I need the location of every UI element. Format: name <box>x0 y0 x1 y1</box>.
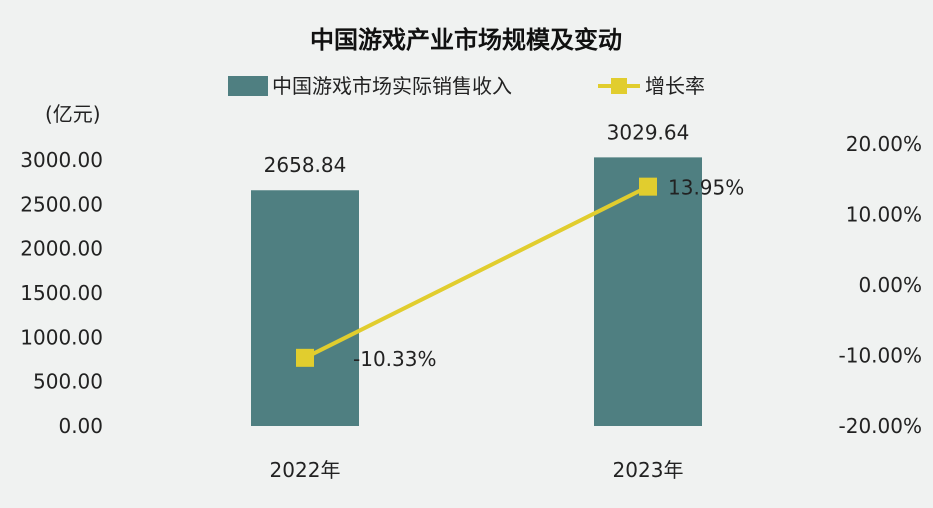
x-tick-label: 2022年 <box>270 458 341 482</box>
left-tick-label: 1000.00 <box>20 325 103 349</box>
right-tick-label: -20.00% <box>839 414 922 438</box>
right-tick-label: 20.00% <box>846 132 922 156</box>
left-tick-label: 3000.00 <box>20 148 103 172</box>
legend-line-label: 增长率 <box>645 74 705 98</box>
bar-data-label: 2658.84 <box>264 153 347 177</box>
bar <box>251 190 359 426</box>
left-tick-label: 2000.00 <box>20 237 103 261</box>
legend-bar-label: 中国游戏市场实际销售收入 <box>272 74 512 98</box>
right-tick-label: 0.00% <box>858 273 922 297</box>
x-tick-label: 2023年 <box>613 458 684 482</box>
growth-line <box>304 184 649 360</box>
left-tick-label: 2500.00 <box>20 192 103 216</box>
legend-bar-swatch <box>228 76 268 96</box>
growth-point <box>296 348 314 367</box>
right-tick-label: 10.00% <box>846 203 922 227</box>
chart-title: 中国游戏产业市场规模及变动 <box>310 26 622 54</box>
bar <box>594 157 702 426</box>
right-tick-label: -10.00% <box>839 344 922 368</box>
growth-data-label: -10.33% <box>353 347 436 371</box>
left-tick-label: 0.00 <box>58 414 103 438</box>
legend-line-marker <box>611 78 627 94</box>
left-tick-label: 1500.00 <box>20 281 103 305</box>
bar-data-label: 3029.64 <box>607 120 690 144</box>
left-axis-unit: (亿元) <box>45 102 101 126</box>
growth-point <box>639 177 657 196</box>
growth-data-label: 13.95% <box>668 176 744 200</box>
left-tick-label: 500.00 <box>33 370 103 394</box>
